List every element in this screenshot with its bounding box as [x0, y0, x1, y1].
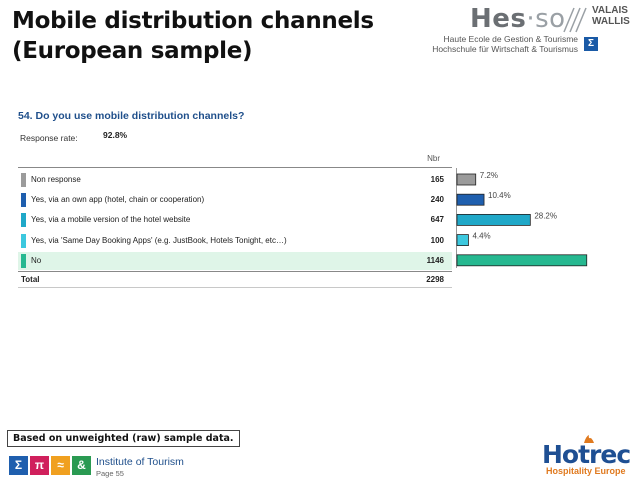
bar-value-label-3: 4.4%	[472, 232, 490, 241]
table-row: No 1146	[18, 251, 452, 270]
bar-axis-line	[456, 168, 457, 268]
table-top-rule	[18, 167, 452, 168]
question-title: 54. Do you use mobile distribution chann…	[18, 110, 245, 122]
row-label: Yes, via an own app (hotel, chain or coo…	[31, 195, 205, 205]
slide-title: Mobile distribution channels (European s…	[12, 6, 392, 66]
table-total-rule	[18, 271, 452, 272]
table-bottom-rule	[18, 287, 452, 288]
row-color-marker	[21, 213, 26, 228]
hotrec-flame-icon	[584, 435, 594, 443]
row-color-marker	[21, 193, 26, 208]
table-row: Yes, via 'Same Day Booking Apps' (e.g. J…	[18, 232, 452, 250]
ampersand-icon: &	[72, 456, 91, 475]
row-label: Yes, via 'Same Day Booking Apps' (e.g. J…	[31, 235, 287, 245]
row-count: 1146	[426, 255, 444, 265]
hes-so-slashes-icon	[563, 7, 587, 33]
row-count: 100	[430, 235, 444, 245]
hotrec-logo: Hotrec Hospitality Europe	[538, 434, 636, 478]
bar-3	[456, 234, 469, 247]
response-rate-value: 92.8%	[103, 130, 128, 140]
sigma-icon: Σ	[9, 456, 28, 475]
hes-so-wordmark: Hes·so	[470, 4, 566, 34]
row-label: No	[31, 255, 42, 265]
table-row: Yes, via an own app (hotel, chain or coo…	[18, 191, 452, 209]
row-label: Yes, via a mobile version of the hotel w…	[31, 215, 191, 225]
bar-0	[456, 173, 477, 186]
table-row: Non response 165	[18, 171, 452, 189]
approx-icon: ≈	[51, 456, 70, 475]
total-value: 2298	[426, 275, 444, 284]
row-label: Non response	[31, 175, 81, 184]
table-row: Yes, via a mobile version of the hotel w…	[18, 211, 452, 229]
slide-title-line2: (European sample)	[12, 38, 253, 64]
hes-so-logo: Hes·so VALAIS WALLIS Haute Ecole de Gest…	[408, 4, 634, 54]
total-label: Total	[21, 275, 40, 284]
bar-value-label-0: 7.2%	[480, 171, 498, 180]
page-number: Page 55	[96, 469, 124, 478]
response-rate-label: Response rate:	[20, 133, 78, 143]
row-count: 240	[430, 195, 444, 205]
row-color-marker	[21, 173, 26, 187]
hotrec-tagline: Hospitality Europe	[546, 466, 626, 476]
row-count: 165	[430, 175, 444, 184]
hes-so-sigma-icon: Σ	[584, 37, 598, 51]
hes-so-subtitle: Haute Ecole de Gestion & Tourisme Hochsc…	[432, 34, 578, 54]
bar-value-label-2: 28.2%	[534, 211, 557, 220]
row-count: 647	[430, 215, 444, 225]
hotrec-wordmark: Hotrec	[542, 440, 631, 469]
bar-value-label-1: 10.4%	[488, 191, 511, 200]
bar-1	[456, 193, 485, 206]
column-header-nbr: Nbr	[427, 154, 440, 163]
footnote: Based on unweighted (raw) sample data.	[7, 430, 240, 447]
total-row: Total 2298	[18, 272, 452, 286]
bar-2	[456, 213, 531, 226]
pi-icon: π	[30, 456, 49, 475]
row-color-marker	[21, 233, 26, 248]
hes-so-valais: VALAIS WALLIS	[592, 5, 630, 27]
institute-name: Institute of Tourism	[96, 456, 184, 468]
bar-4	[456, 254, 588, 267]
slide-title-line1: Mobile distribution channels	[12, 8, 374, 34]
row-color-marker	[21, 253, 26, 268]
